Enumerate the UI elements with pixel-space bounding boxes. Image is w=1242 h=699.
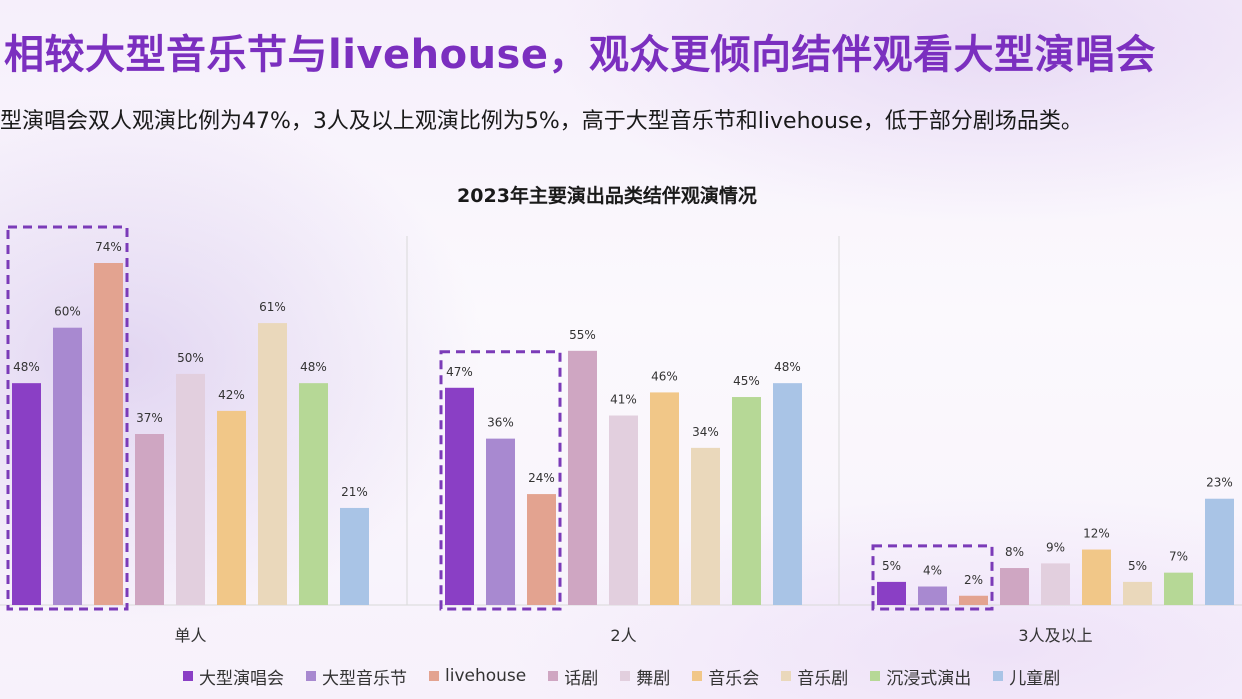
legend-label: 儿童剧: [1009, 668, 1061, 689]
legend-label: livehouse: [445, 666, 527, 686]
bar-舞剧-2人: [609, 415, 638, 605]
bar-儿童剧-2人: [773, 383, 802, 605]
bar-音乐剧-2人: [691, 447, 720, 605]
bar-大型音乐节-3人及以上: [918, 586, 947, 605]
data-label: 24%: [528, 471, 555, 485]
bars: [12, 263, 1234, 605]
legend-item: 话剧: [548, 664, 598, 689]
category-labels: 单人 2人 3人及以上: [174, 626, 1092, 645]
chart-title: 2023年主要演出品类结伴观演情况: [457, 184, 757, 207]
data-label: 34%: [692, 425, 719, 439]
bar-音乐剧-3人及以上: [1123, 581, 1152, 605]
data-label: 9%: [1046, 540, 1065, 554]
highlight-box-3人及以上: [871, 544, 994, 611]
legend-swatch: [781, 671, 792, 681]
legend-swatch: [306, 671, 316, 681]
highlight-boxes: [6, 225, 994, 611]
bar-儿童剧-3人及以上: [1205, 498, 1234, 605]
data-label: 55%: [569, 328, 596, 342]
bar-音乐会-3人及以上: [1082, 549, 1111, 605]
data-label: 7%: [1169, 550, 1188, 564]
data-label: 50%: [177, 351, 204, 365]
data-label: 23%: [1206, 476, 1233, 490]
legend-swatch: [993, 671, 1004, 681]
legend-item: 音乐会: [692, 664, 759, 689]
data-label: 12%: [1083, 527, 1110, 541]
bar-livehouse-单人: [94, 263, 123, 605]
highlight-box-2人: [439, 350, 562, 611]
bar-话剧-2人: [568, 350, 597, 605]
data-label: 21%: [341, 485, 368, 499]
data-label: 60%: [54, 305, 81, 319]
data-label: 48%: [774, 360, 801, 374]
category-label: 3人及以上: [1018, 626, 1092, 645]
data-label: 46%: [651, 369, 678, 383]
data-label: 61%: [259, 300, 286, 314]
bar-舞剧-3人及以上: [1041, 563, 1070, 605]
category-label: 2人: [610, 626, 636, 645]
bar-舞剧-单人: [176, 373, 205, 605]
data-label: 42%: [218, 388, 245, 402]
data-label: 8%: [1005, 545, 1024, 559]
bar-话剧-3人及以上: [1000, 568, 1029, 605]
legend-item: 大型演唱会: [183, 664, 284, 689]
bar-音乐会-2人: [650, 392, 679, 605]
legend-label: 舞剧: [636, 668, 671, 689]
bar-大型演唱会-2人: [445, 387, 474, 605]
legend-swatch: [548, 671, 559, 681]
bar-儿童剧-单人: [340, 507, 369, 605]
bar-livehouse-3人及以上: [959, 595, 988, 605]
bar-音乐会-单人: [217, 410, 246, 605]
legend-label: 音乐会: [708, 668, 760, 689]
bar-音乐剧-单人: [258, 323, 287, 605]
legend-item: 儿童剧: [993, 664, 1060, 689]
data-label: 48%: [13, 360, 40, 374]
bar-livehouse-2人: [527, 494, 556, 605]
bar-沉浸式演出-2人: [732, 397, 761, 605]
bar-chart: 2023年主要演出品类结伴观演情况 48%60%74%37%50%42%61%4…: [0, 184, 1242, 645]
data-labels: 48% 60% 74% 37% 50% 42% 61% 48% 21% 47% 36% 24% 55% 4…: [13, 240, 1233, 587]
data-label: 5%: [882, 559, 901, 573]
page-headline: 相较大型音乐节与livehouse，观众更倾向结伴观看大型演唱会: [4, 32, 1156, 78]
legend-label: 沉浸式演出: [886, 668, 972, 689]
data-label: 48%: [300, 360, 327, 374]
legend-label: 大型音乐节: [322, 668, 407, 689]
bar-沉浸式演出-单人: [299, 383, 328, 605]
legend-swatch: [692, 671, 703, 681]
legend-label: 大型演唱会: [199, 668, 284, 689]
legend-swatch: [429, 671, 439, 681]
legend-item: 大型音乐节: [306, 664, 407, 689]
bar-沉浸式演出-3人及以上: [1164, 572, 1193, 605]
legend-swatch: [870, 671, 881, 681]
legend-item: livehouse: [429, 666, 526, 686]
legend-item: 音乐剧: [781, 664, 848, 689]
bar-话剧-单人: [135, 434, 164, 605]
legend-swatch: [183, 671, 193, 681]
data-label: 45%: [733, 374, 760, 388]
data-label: 74%: [95, 240, 122, 254]
data-label: 2%: [964, 573, 983, 587]
data-label: 41%: [610, 393, 637, 407]
legend-swatch: [620, 671, 631, 681]
legend-label: 音乐剧: [797, 668, 849, 689]
data-label: 36%: [487, 416, 514, 430]
chart-legend: 大型演唱会 大型音乐节 livehouse 话剧 舞剧 音乐会 音乐剧 沉浸式演出 儿童剧: [183, 664, 1060, 689]
bar-大型演唱会-3人及以上: [877, 581, 906, 605]
page-subheadline: 型演唱会双人观演比例为47%，3人及以上观演比例为5%，高于大型音乐节和live…: [0, 109, 1083, 134]
bar-大型音乐节-2人: [486, 438, 515, 605]
legend-label: 话剧: [564, 668, 599, 689]
data-label: 47%: [446, 365, 473, 379]
bar-大型音乐节-单人: [53, 327, 82, 605]
data-label: 4%: [923, 564, 942, 578]
data-label: 5%: [1128, 559, 1147, 573]
data-label: 37%: [136, 411, 163, 425]
bar-大型演唱会-单人: [12, 383, 41, 605]
category-label: 单人: [174, 626, 206, 645]
highlight-box-单人: [6, 225, 129, 611]
legend-item: 沉浸式演出: [870, 664, 971, 689]
legend-item: 舞剧: [620, 664, 670, 689]
